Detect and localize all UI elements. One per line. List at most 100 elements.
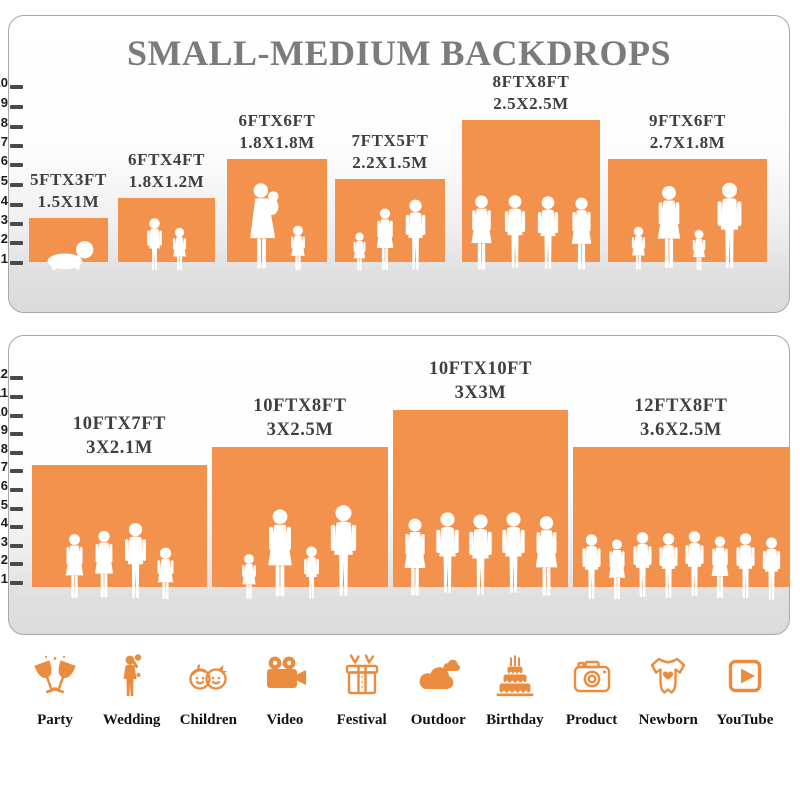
tick-dash: [10, 202, 23, 207]
tick-dash: [10, 240, 23, 245]
boy-silhouette: [144, 218, 165, 272]
toddler-silhouette: [351, 232, 368, 272]
tick-dash: [10, 260, 23, 265]
size-bar-10x8ft: 10FTX8FT 3X2.5M: [212, 396, 388, 587]
y-axis-tick: 11: [0, 386, 23, 400]
crawling-baby-silhouette: [41, 239, 97, 272]
category-children: Children: [171, 652, 245, 729]
man-silhouette: [121, 521, 150, 601]
people-silhouettes: [227, 182, 327, 272]
woman-silhouette: [467, 195, 496, 272]
man-silhouette: [713, 180, 746, 272]
category-newborn: Newborn: [631, 652, 705, 729]
man-silhouette: [733, 531, 758, 601]
y-axis-tick: 10: [0, 405, 23, 419]
y-axis-tick: 1: [0, 252, 23, 266]
tick-dash: [10, 221, 23, 226]
woman-silhouette: [62, 533, 87, 601]
party-icon: [34, 655, 76, 694]
size-bar-6x6ft: 6FTX6FT 1.8X1.8M: [227, 111, 327, 262]
people-silhouettes: [212, 501, 388, 601]
y-axis-tick: 7: [0, 135, 23, 149]
y-axis-tick: 10: [0, 76, 23, 90]
y-axis-tick: 7: [0, 460, 23, 474]
y-axis-tick: 8: [0, 442, 23, 456]
clouds-icon: [419, 659, 461, 690]
size-label: 10FTX10FT 3X3M: [428, 358, 533, 403]
y-axis-tick: 9: [0, 96, 23, 110]
tick-dash: [10, 413, 23, 418]
size-label: 10FTX7FT 3X2.1M: [72, 413, 167, 458]
category-label: Festival: [336, 712, 387, 728]
tick-dash: [10, 561, 23, 566]
man-silhouette: [656, 531, 681, 601]
y-axis-tick: 3: [0, 535, 23, 549]
size-bar-12x8ft: 12FTX8FT 3.6X2.5M: [573, 396, 789, 587]
woman-silhouette: [605, 539, 629, 601]
y-axis-tick: 6: [0, 154, 23, 168]
y-axis-tick: 4: [0, 516, 23, 530]
size-label: 5FTX3FT 1.5X1M: [30, 169, 107, 211]
y-axis-tick: 2: [0, 232, 23, 246]
category-label: Party: [37, 712, 73, 728]
size-bar-9x6ft: 9FTX6FT 2.7X1.8M: [608, 111, 767, 262]
girl-silhouette: [154, 547, 177, 601]
man-silhouette: [432, 505, 463, 601]
page-title: SMALL-MEDIUM BACKDROPS: [126, 33, 671, 73]
size-label: 8FTX8FT 2.5X2.5M: [492, 71, 570, 113]
man-silhouette: [579, 533, 604, 601]
girl-silhouette: [629, 225, 648, 272]
category-youtube: YouTube: [708, 652, 782, 729]
woman-silhouette: [708, 535, 732, 601]
tick-dash: [10, 375, 23, 380]
category-row: Party Wedding: [0, 652, 800, 729]
category-video: Video: [248, 652, 322, 729]
size-label: 10FTX8FT 3X2.5M: [253, 395, 347, 440]
category-wedding: Wedding: [95, 652, 169, 729]
tick-dash: [10, 162, 23, 167]
size-bar-10x10ft: 10FTX10FT 3X3M: [393, 359, 568, 587]
people-silhouettes: [29, 239, 108, 272]
tick-dash: [10, 450, 23, 455]
category-festival: Festival: [325, 652, 399, 729]
tick-dash: [10, 487, 23, 492]
woman-silhouette: [91, 529, 117, 601]
tick-dash: [10, 394, 23, 399]
camera-icon: [573, 660, 610, 693]
category-party: Party: [18, 652, 92, 729]
category-birthday: Birthday: [478, 652, 552, 729]
girl-silhouette: [288, 225, 308, 272]
category-outdoor: Outdoor: [401, 652, 475, 729]
tick-dash: [10, 182, 23, 187]
birthday-cake-icon: [496, 655, 534, 697]
category-label: Birthday: [486, 712, 544, 728]
size-bar-8x8ft: 8FTX8FT 2.5X2.5M: [462, 72, 600, 262]
wedding-couple-icon: [123, 654, 141, 696]
girl-silhouette: [170, 227, 189, 272]
size-bar-10x7ft: 10FTX7FT 3X2.1M: [32, 414, 207, 587]
y-axis-tick: 5: [0, 174, 23, 188]
category-product: Product: [555, 652, 629, 729]
tick-dash: [10, 506, 23, 511]
man-silhouette: [630, 529, 655, 601]
man-silhouette: [534, 194, 562, 272]
tick-dash: [10, 84, 23, 89]
size-label: 6FTX4FT 1.8X1.2M: [128, 149, 205, 191]
category-label: Video: [266, 712, 304, 728]
man-silhouette: [501, 192, 529, 272]
y-axis-tick: 3: [0, 213, 23, 227]
size-label: 7FTX5FT 2.2X1.5M: [351, 130, 429, 172]
man-silhouette: [498, 505, 529, 601]
woman-silhouette: [373, 208, 397, 272]
people-silhouettes: [462, 192, 600, 272]
tick-dash: [10, 431, 23, 436]
youtube-play-icon: [728, 659, 762, 693]
size-bar-7x5ft: 7FTX5FT 2.2X1.5M: [335, 131, 445, 262]
category-label: YouTube: [716, 712, 774, 728]
man-silhouette: [326, 501, 361, 601]
category-label: Product: [565, 712, 618, 728]
woman-silhouette: [567, 197, 596, 272]
people-silhouettes: [32, 521, 207, 601]
children-faces-icon: [189, 664, 228, 690]
y-axis-tick: 5: [0, 498, 23, 512]
